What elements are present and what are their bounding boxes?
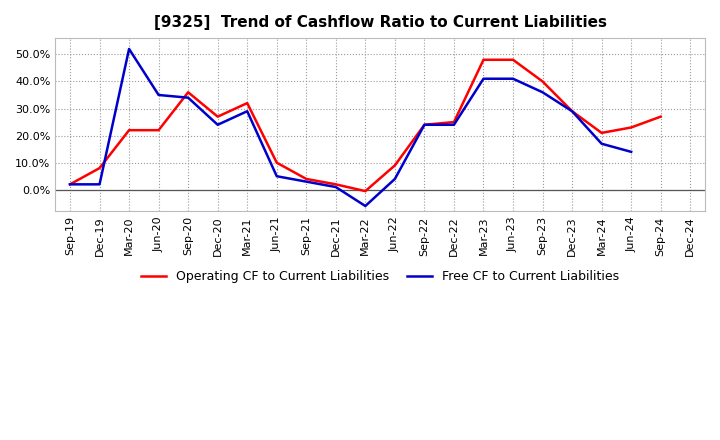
Operating CF to Current Liabilities <box>95 165 104 171</box>
Operating CF to Current Liabilities <box>420 122 428 128</box>
Operating CF to Current Liabilities <box>627 125 636 130</box>
Operating CF to Current Liabilities <box>272 160 281 165</box>
Free CF to Current Liabilities <box>390 176 399 182</box>
Operating CF to Current Liabilities <box>480 57 488 62</box>
Free CF to Current Liabilities <box>213 122 222 128</box>
Free CF to Current Liabilities <box>125 46 133 51</box>
Operating CF to Current Liabilities <box>361 188 369 194</box>
Free CF to Current Liabilities <box>243 109 251 114</box>
Free CF to Current Liabilities <box>539 90 547 95</box>
Operating CF to Current Liabilities <box>184 90 192 95</box>
Operating CF to Current Liabilities <box>331 182 340 187</box>
Free CF to Current Liabilities <box>509 76 518 81</box>
Operating CF to Current Liabilities <box>66 182 74 187</box>
Operating CF to Current Liabilities <box>125 128 133 133</box>
Free CF to Current Liabilities <box>627 149 636 154</box>
Free CF to Current Liabilities <box>568 109 577 114</box>
Operating CF to Current Liabilities <box>243 100 251 106</box>
Free CF to Current Liabilities <box>361 203 369 209</box>
Line: Operating CF to Current Liabilities: Operating CF to Current Liabilities <box>70 60 661 191</box>
Free CF to Current Liabilities <box>420 122 428 128</box>
Operating CF to Current Liabilities <box>598 130 606 136</box>
Free CF to Current Liabilities <box>598 141 606 147</box>
Operating CF to Current Liabilities <box>568 109 577 114</box>
Operating CF to Current Liabilities <box>449 119 458 125</box>
Operating CF to Current Liabilities <box>539 79 547 84</box>
Operating CF to Current Liabilities <box>509 57 518 62</box>
Free CF to Current Liabilities <box>331 184 340 190</box>
Operating CF to Current Liabilities <box>154 128 163 133</box>
Free CF to Current Liabilities <box>66 182 74 187</box>
Free CF to Current Liabilities <box>154 92 163 98</box>
Legend: Operating CF to Current Liabilities, Free CF to Current Liabilities: Operating CF to Current Liabilities, Fre… <box>135 265 625 288</box>
Line: Free CF to Current Liabilities: Free CF to Current Liabilities <box>70 49 631 206</box>
Operating CF to Current Liabilities <box>213 114 222 119</box>
Free CF to Current Liabilities <box>480 76 488 81</box>
Operating CF to Current Liabilities <box>302 176 310 182</box>
Operating CF to Current Liabilities <box>390 163 399 168</box>
Free CF to Current Liabilities <box>95 182 104 187</box>
Title: [9325]  Trend of Cashflow Ratio to Current Liabilities: [9325] Trend of Cashflow Ratio to Curren… <box>153 15 607 30</box>
Free CF to Current Liabilities <box>184 95 192 100</box>
Operating CF to Current Liabilities <box>657 114 665 119</box>
Free CF to Current Liabilities <box>272 174 281 179</box>
Free CF to Current Liabilities <box>302 179 310 184</box>
Free CF to Current Liabilities <box>449 122 458 128</box>
